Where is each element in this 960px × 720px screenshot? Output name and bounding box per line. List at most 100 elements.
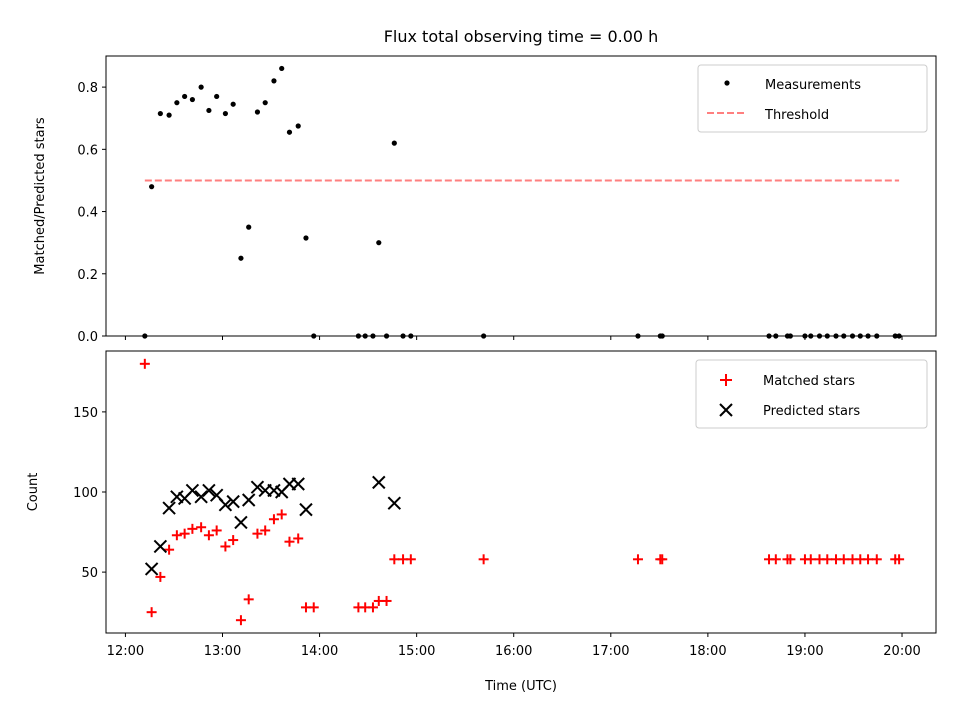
matched-star-point [871,554,882,565]
top-y-axis-ticks: 0.0 0.2 0.4 0.6 0.8 [77,81,106,345]
top-panel: 0.00.20.40.60.8 Matched/Predicted stars … [33,55,937,345]
legend-measurements-marker [724,80,730,86]
matched-star-point [894,554,905,565]
measurement-point [246,224,252,230]
matched-star-point [838,554,849,565]
measurement-point [214,93,220,100]
measurement-point [206,107,212,114]
top-y-tick-label: 0.0 [77,330,98,345]
matched-star-point [196,522,207,533]
measurement-point [230,101,236,107]
top-y-axis-label: Matched/Predicted stars [33,117,48,275]
x-tick-label: 18:00 [689,644,726,659]
predicted-star-point [162,501,176,515]
measurement-point [254,109,261,115]
measurement-point [166,112,172,118]
x-tick-label: 16:00 [495,644,532,659]
predicted-star-point [144,562,159,576]
matched-star-point [139,358,150,369]
predicted-star-point [250,480,265,494]
matched-star-point [171,530,182,541]
top-legend: Measurements Threshold [697,64,928,133]
matched-star-point [228,535,239,546]
predicted-star-point [299,502,313,517]
top-y-tick-label: 0.8 [77,81,98,96]
x-tick-label: 12:00 [107,644,144,659]
matched-star-point [863,554,874,565]
matched-star-point [367,602,378,613]
matched-star-point [235,615,246,626]
x-tick-label: 17:00 [592,644,629,659]
predicted-star-point [226,494,240,509]
matched-star-point [657,554,668,565]
matched-star-point [179,528,190,539]
legend-matched-marker [720,374,732,386]
legend-measurements-label: Measurements [765,78,861,93]
x-tick-label: 14:00 [301,644,338,659]
bottom-legend-box [695,359,928,429]
matched-star-point [293,533,304,544]
measurement-point [174,100,180,106]
bottom-axes-frame [105,350,937,634]
top-axes-frame [105,55,937,337]
matched-star-point [785,554,796,565]
matched-star-point [268,514,279,525]
measurement-point [303,235,309,241]
measurement-point [271,78,277,84]
predicted-star-point [234,515,248,530]
measurement-point [376,240,382,246]
legend-predicted-label: Predicted stars [763,404,860,419]
predicted-star-point [241,493,256,507]
legend-matched-label: Matched stars [763,374,855,389]
measurement-point [149,184,155,190]
predicted-star-point [153,539,168,554]
predicted-star-point [218,498,233,512]
top-y-tick-label: 0.4 [77,206,98,221]
legend-predicted-marker [719,403,733,417]
measurement-point [262,100,268,106]
matched-star-point [276,509,287,520]
chart-title: Flux total observing time = 0.00 h [384,27,659,46]
bottom-y-tick-label: 50 [81,566,98,581]
bottom-plot-marks [139,358,905,626]
measurement-point [198,84,204,90]
legend-threshold-label: Threshold [764,108,829,123]
measurement-point [391,140,397,146]
matched-star-point [211,525,222,536]
matched-star-point [308,602,319,613]
top-legend-box [697,64,928,133]
bottom-y-axis-ticks: 50 100 150 [73,406,106,581]
measurement-point [182,93,188,100]
bottom-y-tick-label: 100 [73,486,98,501]
matched-star-point [478,554,489,565]
matched-star-point [381,595,392,606]
matched-star-point [243,594,254,605]
matched-star-point [405,554,416,565]
matched-star-point [187,523,198,534]
matched-star-point [260,525,271,536]
measurement-point [295,123,301,129]
bottom-legend: Matched stars Predicted stars [695,359,928,429]
matched-star-point [389,554,400,565]
measurement-point [157,110,163,117]
x-tick-label: 20:00 [883,644,920,659]
matched-star-point [146,607,157,618]
predicted-star-point [291,477,305,491]
matched-star-point [220,541,231,552]
x-axis-label: Time (UTC) [484,679,557,694]
bottom-y-tick-label: 150 [73,406,98,421]
measurement-point [286,129,293,135]
matched-star-point [805,554,816,565]
predicted-star-point [372,475,386,490]
matched-star-point [164,544,175,555]
matched-star-point [155,571,166,582]
x-tick-label: 15:00 [398,644,435,659]
matched-star-point [284,536,295,547]
measurement-point [222,110,229,117]
predicted-star-point [387,496,402,510]
matched-star-point [632,554,643,565]
bottom-y-axis-label: Count [26,473,41,512]
matched-star-point [203,530,214,541]
